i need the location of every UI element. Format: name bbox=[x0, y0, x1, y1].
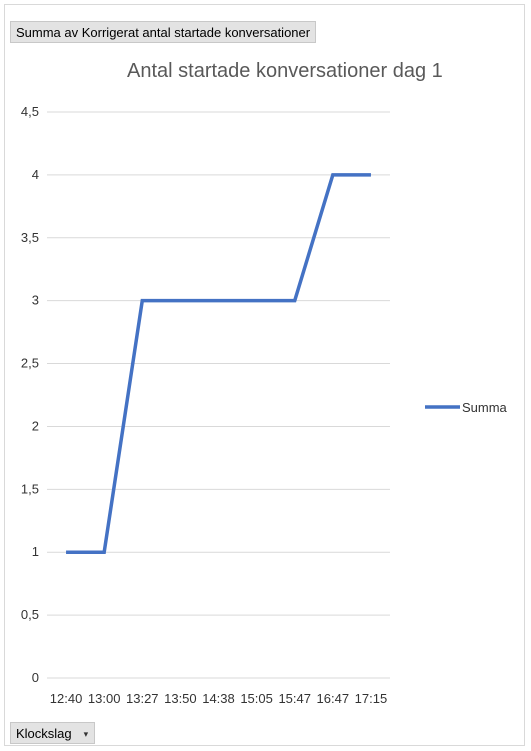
x-tick-label: 13:27 bbox=[126, 691, 159, 706]
pivot-axis-field-button[interactable]: Klockslag ▾ bbox=[10, 722, 96, 744]
x-tick-label: 14:38 bbox=[202, 691, 235, 706]
y-tick-label: 1,5 bbox=[21, 481, 39, 496]
chart-frame bbox=[4, 4, 525, 746]
y-tick-label: 4,5 bbox=[21, 104, 39, 119]
y-tick-label: 2,5 bbox=[21, 356, 39, 371]
x-tick-label: 15:05 bbox=[240, 691, 273, 706]
chart-title: Antal startade konversationer dag 1 bbox=[127, 60, 443, 82]
dropdown-arrow-icon[interactable]: ▾ bbox=[83, 729, 89, 740]
pivot-value-field-button[interactable]: Summa av Korrigerat antal startade konve… bbox=[10, 21, 317, 43]
y-tick-label: 2 bbox=[32, 418, 39, 433]
pivot-axis-field-label: Klockslag bbox=[16, 726, 72, 741]
x-tick-label: 17:15 bbox=[355, 691, 388, 706]
legend-label: Summa bbox=[462, 400, 508, 415]
y-tick-label: 1 bbox=[32, 544, 39, 559]
x-tick-label: 15:47 bbox=[278, 691, 311, 706]
y-tick-label: 0,5 bbox=[21, 607, 39, 622]
x-tick-label: 13:50 bbox=[164, 691, 197, 706]
y-tick-label: 4 bbox=[32, 167, 39, 182]
y-tick-label: 3,5 bbox=[21, 230, 39, 245]
x-tick-label: 16:47 bbox=[317, 691, 350, 706]
x-tick-label: 12:40 bbox=[50, 691, 83, 706]
y-tick-label: 3 bbox=[32, 293, 39, 308]
pivot-value-field-label: Summa av Korrigerat antal startade konve… bbox=[16, 25, 311, 40]
y-tick-label: 0 bbox=[32, 670, 39, 685]
x-tick-label: 13:00 bbox=[88, 691, 121, 706]
